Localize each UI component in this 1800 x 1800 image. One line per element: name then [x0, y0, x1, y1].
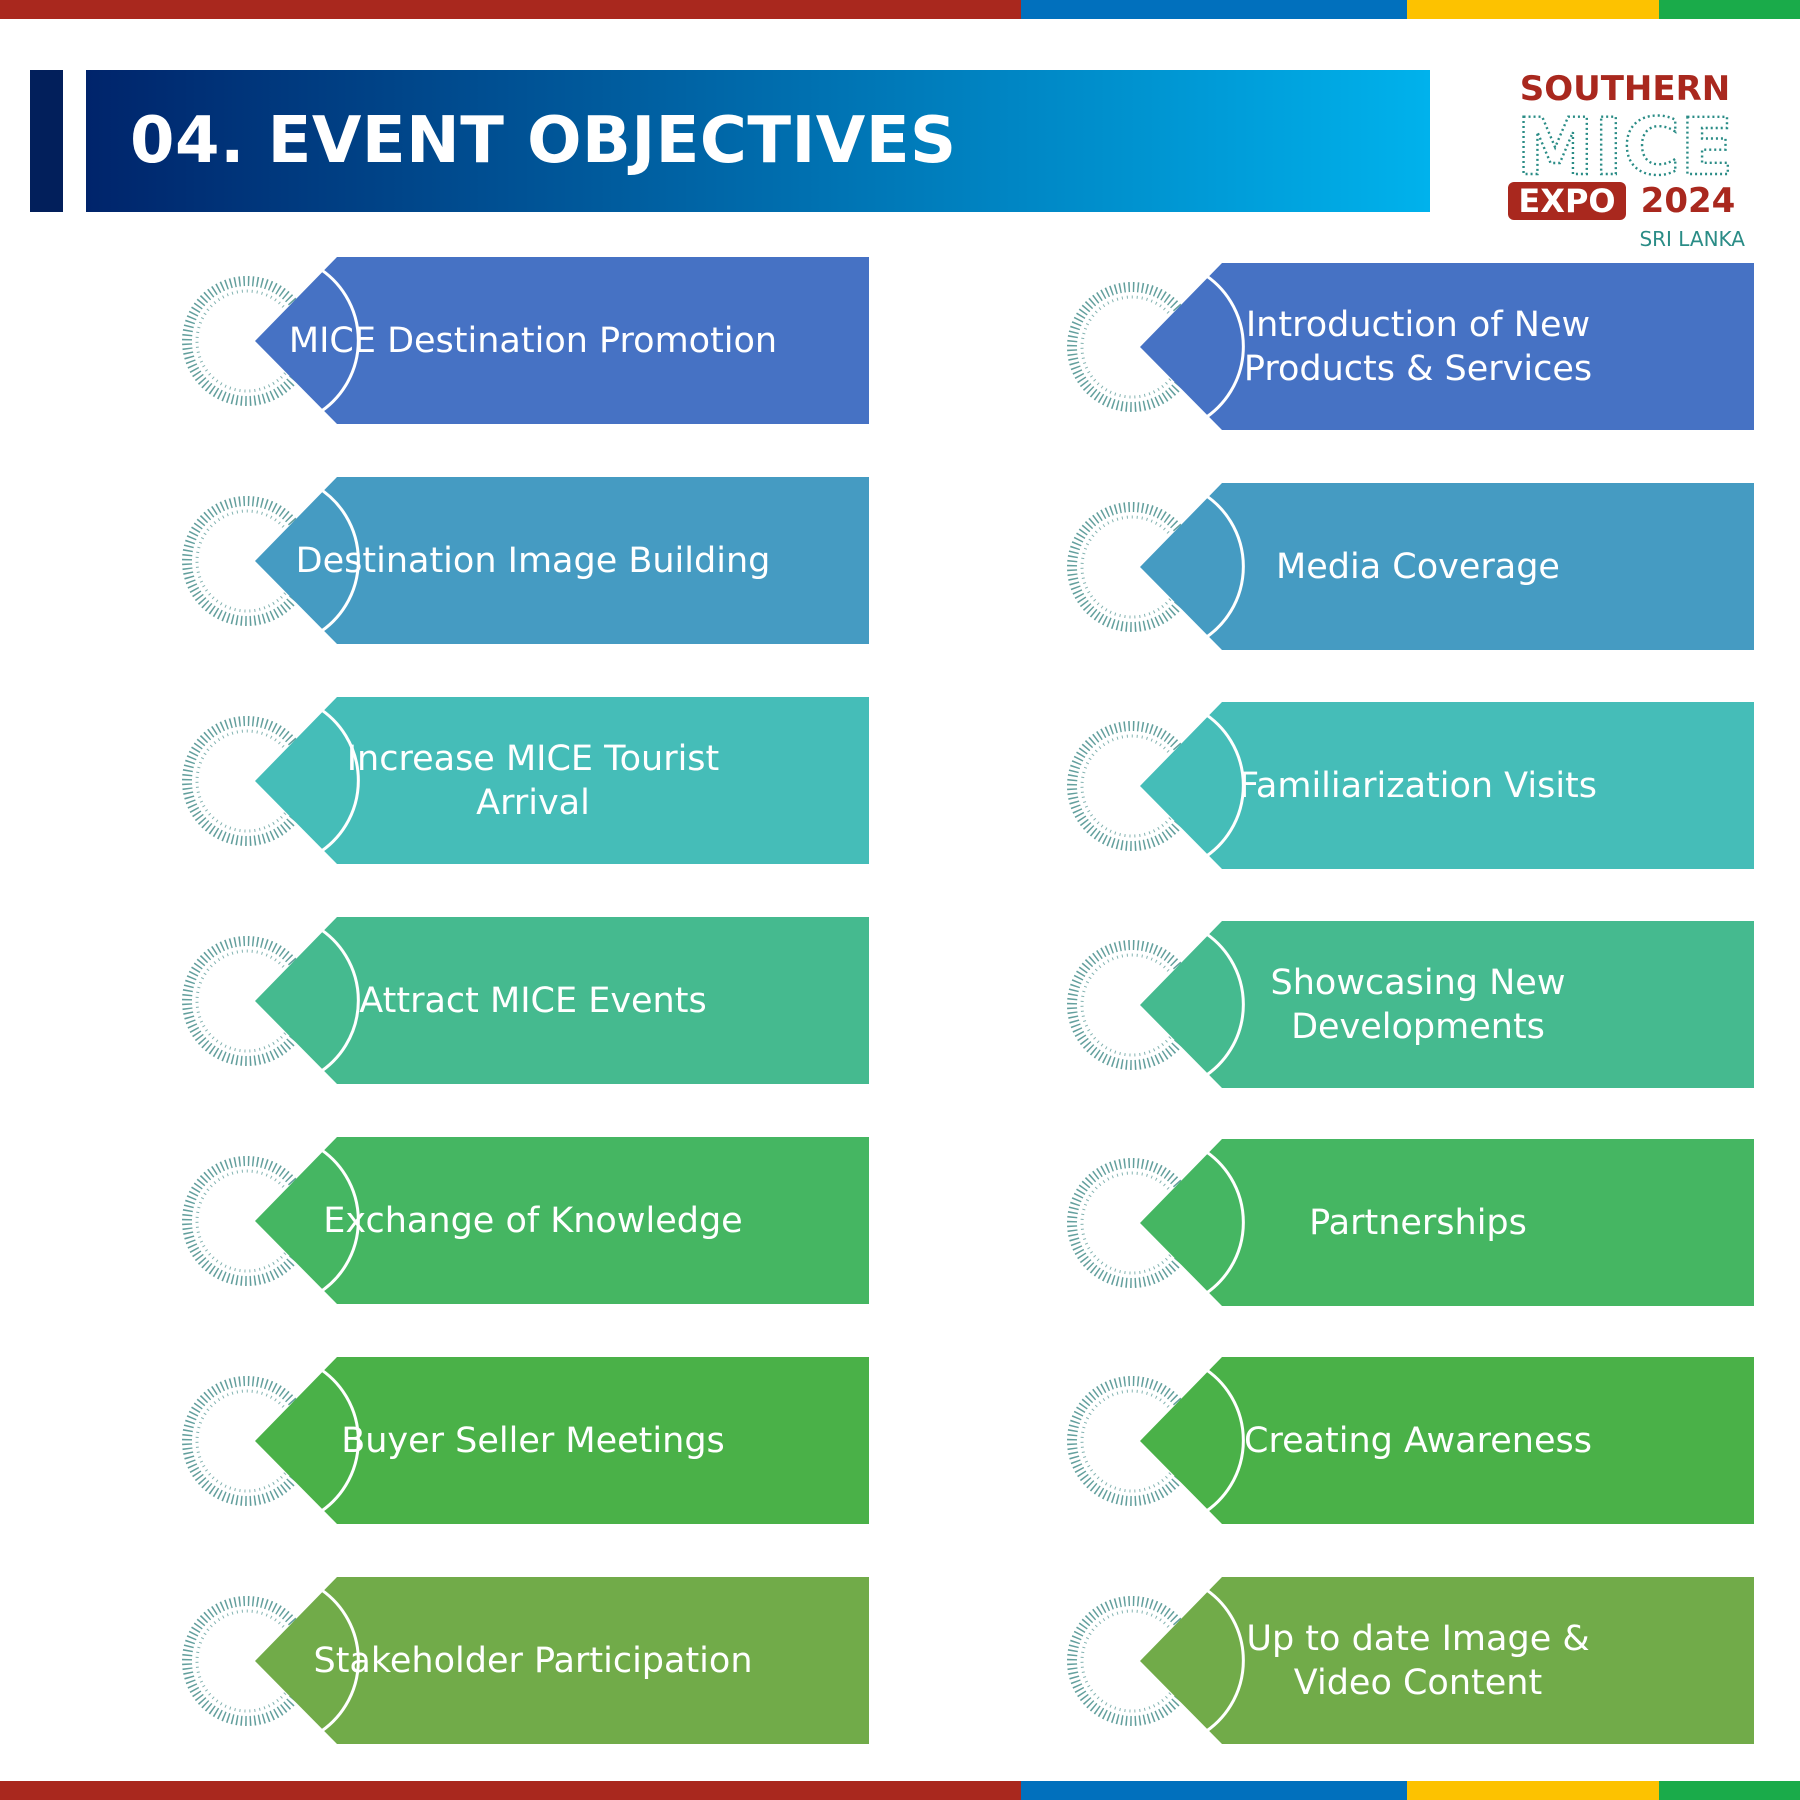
stripe-blue — [1021, 1781, 1407, 1800]
title-banner: 04. EVENT OBJECTIVES — [86, 70, 1430, 212]
banner-arc-divider — [1201, 1147, 1245, 1298]
top-color-stripe — [0, 0, 1800, 19]
objective-banner-shape — [255, 257, 869, 424]
objective-label: Media Coverage — [1276, 546, 1560, 587]
banner-arc-divider — [316, 265, 360, 416]
banner-arc-divider — [316, 1145, 360, 1296]
logo-mice-letters: MICE — [1515, 102, 1735, 194]
objective-label: Destination Image Building — [295, 540, 771, 581]
stripe-green — [1659, 0, 1800, 19]
logo-expo-text: EXPO — [1518, 182, 1615, 220]
objective-banner-shape — [255, 477, 869, 644]
objective-banner-shape — [255, 697, 869, 864]
banner-arc-divider — [316, 925, 360, 1076]
banner-arc-divider — [316, 1365, 360, 1516]
banner-arc-divider — [1201, 710, 1245, 861]
stripe-blue — [1021, 0, 1407, 19]
objective-card-left-4: Attract MICE Events — [90, 917, 869, 1084]
objective-card-right-7: Up to date Image & Video Content — [975, 1577, 1754, 1744]
banner-arc-divider — [1201, 271, 1245, 422]
objective-banner-shape — [255, 917, 869, 1084]
objective-card-right-3: Familiarization Visits — [975, 702, 1754, 869]
objective-banner-shape — [1140, 263, 1754, 430]
page-title: 04. EVENT OBJECTIVES — [130, 104, 957, 178]
objective-card-left-1: MICE Destination Promotion — [90, 257, 869, 424]
stripe-green — [1659, 1781, 1800, 1800]
objective-label: MICE Destination Promotion — [288, 320, 778, 361]
objective-card-right-4: Showcasing New Developments — [975, 921, 1754, 1088]
stripe-red — [0, 0, 1021, 19]
banner-arc-divider — [1201, 1365, 1245, 1516]
objective-banner-shape — [255, 1357, 869, 1524]
bottom-color-stripe — [0, 1781, 1800, 1800]
banner-arc-divider — [1201, 491, 1245, 642]
southern-mice-expo-logo: SOUTHERN MICE EXPO 2024 SRI LANKA — [1508, 69, 1745, 251]
objective-banner-shape — [1140, 702, 1754, 869]
logo-expo-box — [1508, 182, 1626, 220]
objective-banner-shape — [255, 1577, 869, 1744]
banner-arc-divider — [316, 485, 360, 636]
banner-arc-divider — [1201, 1585, 1245, 1736]
objective-label: Creating Awareness — [1244, 1420, 1592, 1461]
objective-label: Showcasing New Developments — [1270, 962, 1566, 1047]
objective-card-left-5: Exchange of Knowledge — [90, 1137, 869, 1304]
objective-card-left-2: Destination Image Building — [90, 477, 869, 644]
objective-card-right-2: Media Coverage — [975, 483, 1754, 650]
logo-year-text: 2024 — [1641, 181, 1736, 221]
objective-label: Exchange of Knowledge — [323, 1200, 743, 1241]
objective-card-right-1: Introduction of New Products & Services — [975, 263, 1754, 430]
objective-label: Partnerships — [1309, 1202, 1527, 1243]
objective-label: Up to date Image & Video Content — [1246, 1618, 1590, 1703]
objective-label: Stakeholder Participation — [313, 1640, 753, 1681]
logo-mice-text: MICE — [1516, 103, 1733, 193]
objective-card-right-6: Creating Awareness — [975, 1357, 1754, 1524]
objective-label: Introduction of New Products & Services — [1243, 304, 1593, 389]
logo-sri-lanka-text: SRI LANKA — [1639, 227, 1745, 251]
objective-label: Buyer Seller Meetings — [341, 1420, 725, 1461]
stripe-red — [0, 1781, 1021, 1800]
objective-card-left-7: Stakeholder Participation — [90, 1577, 869, 1744]
objective-banner-shape — [1140, 921, 1754, 1088]
banner-arc-divider — [316, 1585, 360, 1736]
objective-label: Familiarization Visits — [1239, 765, 1597, 806]
objective-banner-shape — [1140, 1577, 1754, 1744]
objective-banner-shape — [1140, 1139, 1754, 1306]
banner-arc-divider — [316, 705, 360, 856]
objective-banner-shape — [255, 1137, 869, 1304]
title-accent-bar — [30, 70, 63, 212]
banner-arc-divider — [1201, 929, 1245, 1080]
objective-card-right-5: Partnerships — [975, 1139, 1754, 1306]
objective-label: Increase MICE Tourist Arrival — [346, 738, 720, 823]
objective-label: Attract MICE Events — [359, 980, 707, 1021]
objective-card-left-6: Buyer Seller Meetings — [90, 1357, 869, 1524]
objective-card-left-3: Increase MICE Tourist Arrival — [90, 697, 869, 864]
stripe-yellow — [1407, 0, 1659, 19]
stripe-yellow — [1407, 1781, 1659, 1800]
logo-southern-text: SOUTHERN — [1520, 69, 1731, 109]
objective-banner-shape — [1140, 1357, 1754, 1524]
objective-banner-shape — [1140, 483, 1754, 650]
